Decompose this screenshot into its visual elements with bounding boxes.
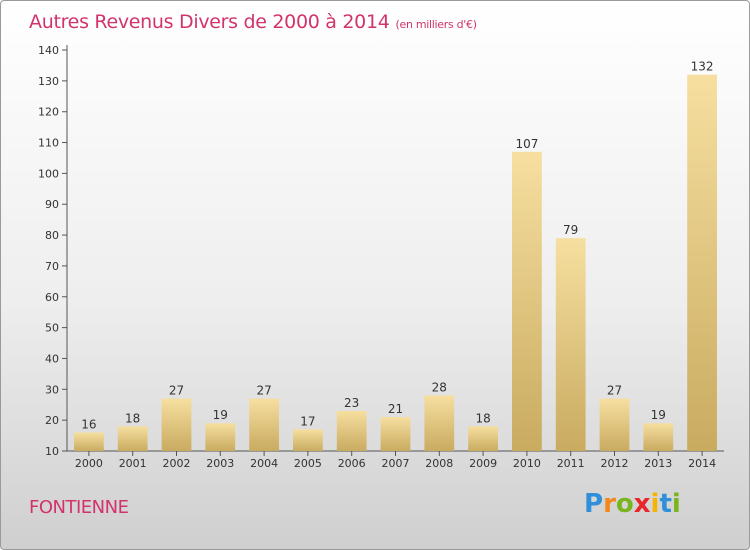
bar [599,398,630,451]
data-label: 16 [81,417,96,431]
data-label: 27 [169,384,184,398]
x-tick-label: 2001 [119,457,147,470]
x-tick-label: 2000 [75,457,103,470]
y-tick-label: 80 [45,229,59,242]
x-tick-label: 2009 [469,457,497,470]
y-tick-label: 90 [45,198,59,211]
x-tick-label: 2006 [338,457,366,470]
bar [512,151,542,452]
logo-letter: i [671,489,681,519]
logo-letter: x [633,489,651,519]
x-tick-label: 2013 [644,457,672,470]
data-label: 18 [475,411,490,425]
data-label: 132 [691,60,714,74]
bar [205,423,236,451]
bar [468,426,498,451]
data-label: 27 [256,384,271,398]
data-label: 23 [344,396,359,410]
bar [249,398,279,451]
bar [74,432,104,451]
y-tick-label: 30 [45,383,59,396]
x-tick-label: 2005 [294,457,322,470]
x-tick-label: 2012 [601,457,629,470]
logo-letter: t [659,489,672,519]
y-tick-label: 110 [38,137,59,150]
y-tick-label: 50 [45,322,59,335]
bar [555,238,586,451]
x-tick-label: 2014 [688,457,716,470]
x-tick-label: 2004 [250,457,278,470]
y-tick-label: 130 [38,75,59,88]
y-tick-label: 70 [45,260,59,273]
data-label: 18 [125,411,140,425]
chart-title: Autres Revenus Divers de 2000 à 2014 (en … [29,11,477,33]
data-label: 28 [432,380,447,394]
y-tick-label: 120 [38,106,59,119]
x-tick-label: 2010 [513,457,541,470]
data-label: 17 [300,414,315,428]
x-tick-label: 2007 [382,457,410,470]
data-label: 27 [607,384,622,398]
y-tick-label: 100 [38,167,59,180]
x-tick-label: 2011 [557,457,585,470]
bar [643,423,674,451]
bar [687,74,717,451]
bar [293,429,323,451]
x-tick-label: 2002 [163,457,191,470]
data-label: 21 [388,402,403,416]
logo-letter: i [650,489,660,519]
proxiti-logo: Proxiti [584,489,681,519]
y-tick-label: 10 [45,445,59,458]
logo-letter: r [603,489,616,519]
y-tick-label: 60 [45,291,59,304]
bar [336,410,367,451]
data-label: 19 [651,408,666,422]
bar [161,398,192,451]
bars [74,74,717,452]
data-label: 107 [515,137,538,151]
value-labels: 16 18 27 19 27 17 23 21 28 18 107 79 27 19 132 [81,60,713,432]
title-unit: (en milliers d'€) [395,18,477,31]
data-label: 79 [563,223,578,237]
y-tick-label: 20 [45,414,59,427]
place-name: FONTIENNE [29,497,129,518]
y-tick-label: 40 [45,352,59,365]
data-label: 19 [213,408,228,422]
logo-letter: o [615,489,634,519]
x-tick-label: 2003 [206,457,234,470]
logo-letter: P [584,489,604,519]
title-text: Autres Revenus Divers de 2000 à 2014 [29,11,390,33]
bar [380,417,411,451]
bar [117,426,148,451]
x-tick-label: 2008 [425,457,453,470]
bar [424,395,455,451]
y-tick-label: 140 [38,44,59,57]
